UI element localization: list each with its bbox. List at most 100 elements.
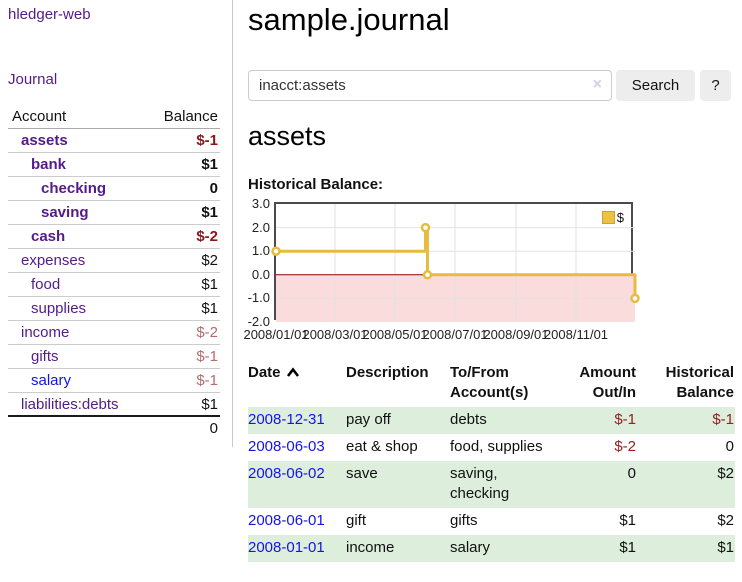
main-content: sample.journal × Search ? assets Histori… [243,0,742,582]
account-row-food: food $1 [8,273,220,297]
legend-swatch-icon [601,211,615,224]
x-axis-tick-label: 2008/05/01 [362,327,428,342]
account-row-assets: assets $-1 [8,129,220,153]
account-column-header: Account [12,108,67,125]
account-balance: $2 [201,252,218,269]
transaction-balance: $2 [637,461,735,508]
balance-column-header: Balance [163,108,218,125]
transaction-balance: 0 [725,438,734,455]
account-link-supplies[interactable]: supplies [31,300,87,317]
account-row-expenses: expenses $2 [8,249,220,273]
account-link-gifts[interactable]: gifts [31,348,59,365]
account-row-bank: bank $1 [8,153,220,177]
transaction-accounts: food, supplies [450,438,543,455]
account-row-liabilities-debts: liabilities:debts $1 [8,393,220,417]
clear-search-icon[interactable]: × [592,76,602,93]
transaction-description: income [346,535,450,562]
transaction-accounts: gifts [450,512,478,529]
account-link-income[interactable]: income [21,324,70,341]
transaction-date-link[interactable]: 2008-12-31 [248,411,325,428]
search-button[interactable]: Search [616,70,695,101]
account-row-saving: saving $1 [8,201,220,225]
account-link-checking[interactable]: checking [41,180,107,197]
account-total-value: 0 [209,420,218,437]
account-balance: $-1 [196,372,218,389]
account-link-assets[interactable]: assets [21,132,68,149]
account-balance: $1 [201,276,218,293]
account-row-supplies: supplies $1 [8,297,220,321]
column-header-description: Description [346,364,429,381]
account-row-salary: salary $-1 [8,369,220,393]
transaction-accounts: salary [450,535,562,562]
transaction-description: eat & shop [346,438,418,455]
account-link-bank[interactable]: bank [31,156,67,173]
chart-heading: Historical Balance: [248,176,384,193]
column-header-date[interactable]: Date [248,362,346,407]
account-link-food[interactable]: food [31,276,61,293]
transaction-date-link[interactable]: 2008-06-02 [248,465,325,482]
transaction-accounts: saving, checking [450,461,562,508]
chart-legend: $ [599,209,626,226]
x-axis-tick-label: 2008/11/01 [543,327,609,342]
transaction-amount: $1 [619,512,636,529]
account-balance: $-1 [196,348,218,365]
x-axis-tick-label: 2008/07/01 [422,327,488,342]
app-title-link[interactable]: hledger-web [8,6,91,23]
search-input[interactable] [248,70,612,101]
account-total-row: 0 [8,417,220,441]
transaction-balance: $1 [637,535,735,562]
account-link-saving[interactable]: saving [41,204,89,221]
account-balance-table: Account Balance assets $-1 bank $1 check… [8,105,220,441]
search-bar: × [248,70,612,101]
transaction-description: save [346,461,450,508]
y-axis-tick-label: 1.0 [251,243,270,259]
account-link-liabilities-debts[interactable]: liabilities:debts [21,395,119,413]
register-row: 2008-06-03 eat & shop food, supplies $-2… [248,434,735,461]
sidebar-item-journal[interactable]: Journal [8,71,58,88]
y-axis-tick-label: 0.0 [251,266,270,282]
account-link-expenses[interactable]: expenses [21,252,86,269]
transaction-description: pay off [346,407,450,434]
page-title: sample.journal [248,2,450,37]
transaction-amount: $-1 [562,407,637,434]
account-balance: $1 [201,156,218,173]
transaction-amount: $-2 [614,438,636,455]
legend-label: $ [616,210,624,225]
transaction-date-link[interactable]: 2008-06-01 [248,512,325,529]
column-header-amount: Amount Out/In [579,364,636,401]
column-header-accounts: To/From Account(s) [450,364,529,401]
sidebar: hledger-web Journal Account Balance asse… [0,0,233,447]
register-table: Date Description To/From Account(s) Amou… [248,362,735,562]
register-row: 2008-06-01 gift gifts $1 $2 [248,508,735,535]
x-axis-tick-label: 2008/01/01 [243,327,309,342]
y-axis-tick-label: 3.0 [251,196,270,211]
balance-chart-plot [271,204,640,322]
account-row-income: income $-2 [8,321,220,345]
y-axis-tick-label: 2.0 [251,219,270,235]
account-table-header: Account Balance [8,105,220,129]
account-link-cash[interactable]: cash [31,228,66,245]
transaction-balance: $-1 [637,407,735,434]
historical-balance-chart: $ 3.0 2.0 1.0 0.0 -1.0 -2.0 2008/01/01 2008/03/… [243,196,640,342]
transaction-accounts: debts [450,407,562,434]
transaction-amount: 0 [562,461,637,508]
account-row-checking: checking 0 [8,177,220,201]
column-header-balance: Historical Balance [665,364,734,401]
transaction-amount: $1 [562,535,637,562]
account-row-gifts: gifts $-1 [8,345,220,369]
register-row: 2008-01-01 income salary $1 $1 [248,535,735,562]
transaction-date-link[interactable]: 2008-01-01 [248,539,325,556]
help-button[interactable]: ? [700,70,731,101]
transaction-date-link[interactable]: 2008-06-03 [248,438,325,455]
x-axis-tick-label: 2008/09/01 [483,327,549,342]
account-balance: $1 [201,395,218,413]
y-axis-tick-label: -1.0 [247,290,270,306]
y-axis-tick-label: -2.0 [247,314,270,329]
account-balance: $1 [201,204,218,221]
account-link-salary[interactable]: salary [31,372,72,389]
sort-ascending-icon [286,367,299,377]
account-balance: $-2 [196,228,218,245]
account-balance: $-2 [196,324,218,341]
register-row: 2008-06-02 save saving, checking 0 $2 [248,461,735,508]
account-balance: $-1 [196,132,218,149]
